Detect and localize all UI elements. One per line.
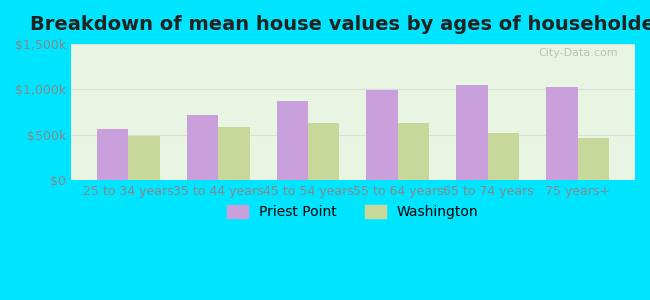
Legend: Priest Point, Washington: Priest Point, Washington	[222, 200, 484, 225]
Bar	[187, 115, 218, 180]
Bar	[308, 123, 339, 180]
Bar	[276, 101, 308, 180]
Bar	[398, 123, 430, 180]
Text: City-Data.com: City-Data.com	[538, 48, 618, 58]
Title: Breakdown of mean house values by ages of householders: Breakdown of mean house values by ages o…	[30, 15, 650, 34]
Bar	[456, 85, 488, 180]
Bar	[578, 138, 609, 180]
Bar	[218, 127, 250, 180]
Bar	[488, 133, 519, 180]
Bar	[367, 90, 398, 180]
Bar	[128, 136, 160, 180]
Bar	[97, 129, 128, 180]
Bar	[547, 87, 578, 180]
